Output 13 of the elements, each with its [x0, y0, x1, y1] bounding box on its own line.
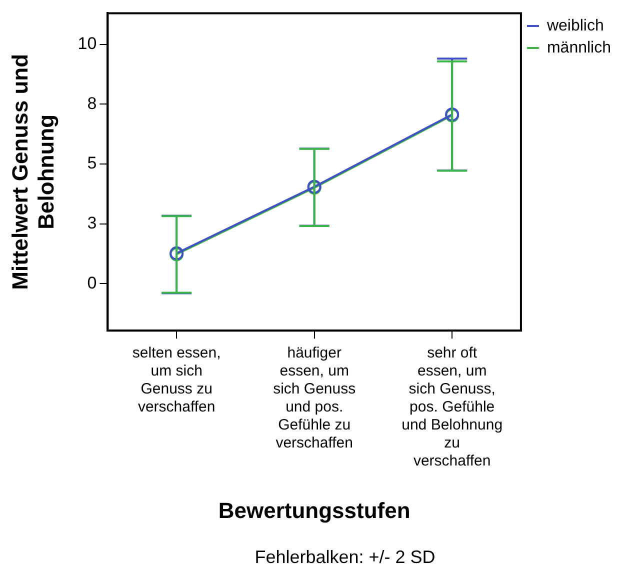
- y-axis-title: Mittelwert Genuss und Belohnung: [7, 54, 59, 290]
- y-tick-label: 10: [78, 34, 97, 54]
- y-tick-label: 0: [87, 273, 97, 292]
- y-tick-label: 3: [87, 214, 97, 233]
- x-axis-title: Bewertungsstufen: [218, 498, 410, 523]
- legend-label: weiblich: [546, 17, 604, 34]
- legend-label: männlich: [546, 39, 611, 56]
- y-tick-label: 5: [87, 154, 97, 173]
- y-tick-label: 8: [87, 94, 97, 113]
- text: Fehlerbalken: +/- 2 SD: [254, 546, 436, 567]
- x-tick-label: sehr oft essen, um sich Genuss, pos. Gefühle und Belohnung zu verschaffen: [402, 344, 503, 470]
- x-tick-label: häufiger essen, um sich Genuss und pos. Gefühle zu verschaffen: [273, 344, 356, 452]
- x-tick-label: selten essen, um sich Genuss zu verschaffen: [132, 344, 221, 416]
